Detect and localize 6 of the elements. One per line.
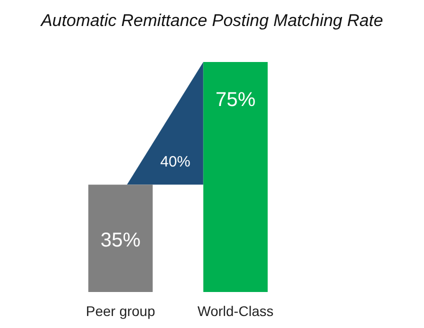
annotation: 40% — [160, 154, 190, 171]
data-label: 35% — [100, 230, 141, 252]
x-tick-label: World-Class — [198, 303, 274, 319]
chart-title: Automatic Remittance Posting Matching Rate — [40, 11, 384, 30]
x-tick-label: Peer group — [86, 303, 156, 319]
data-label: 75% — [215, 89, 256, 111]
